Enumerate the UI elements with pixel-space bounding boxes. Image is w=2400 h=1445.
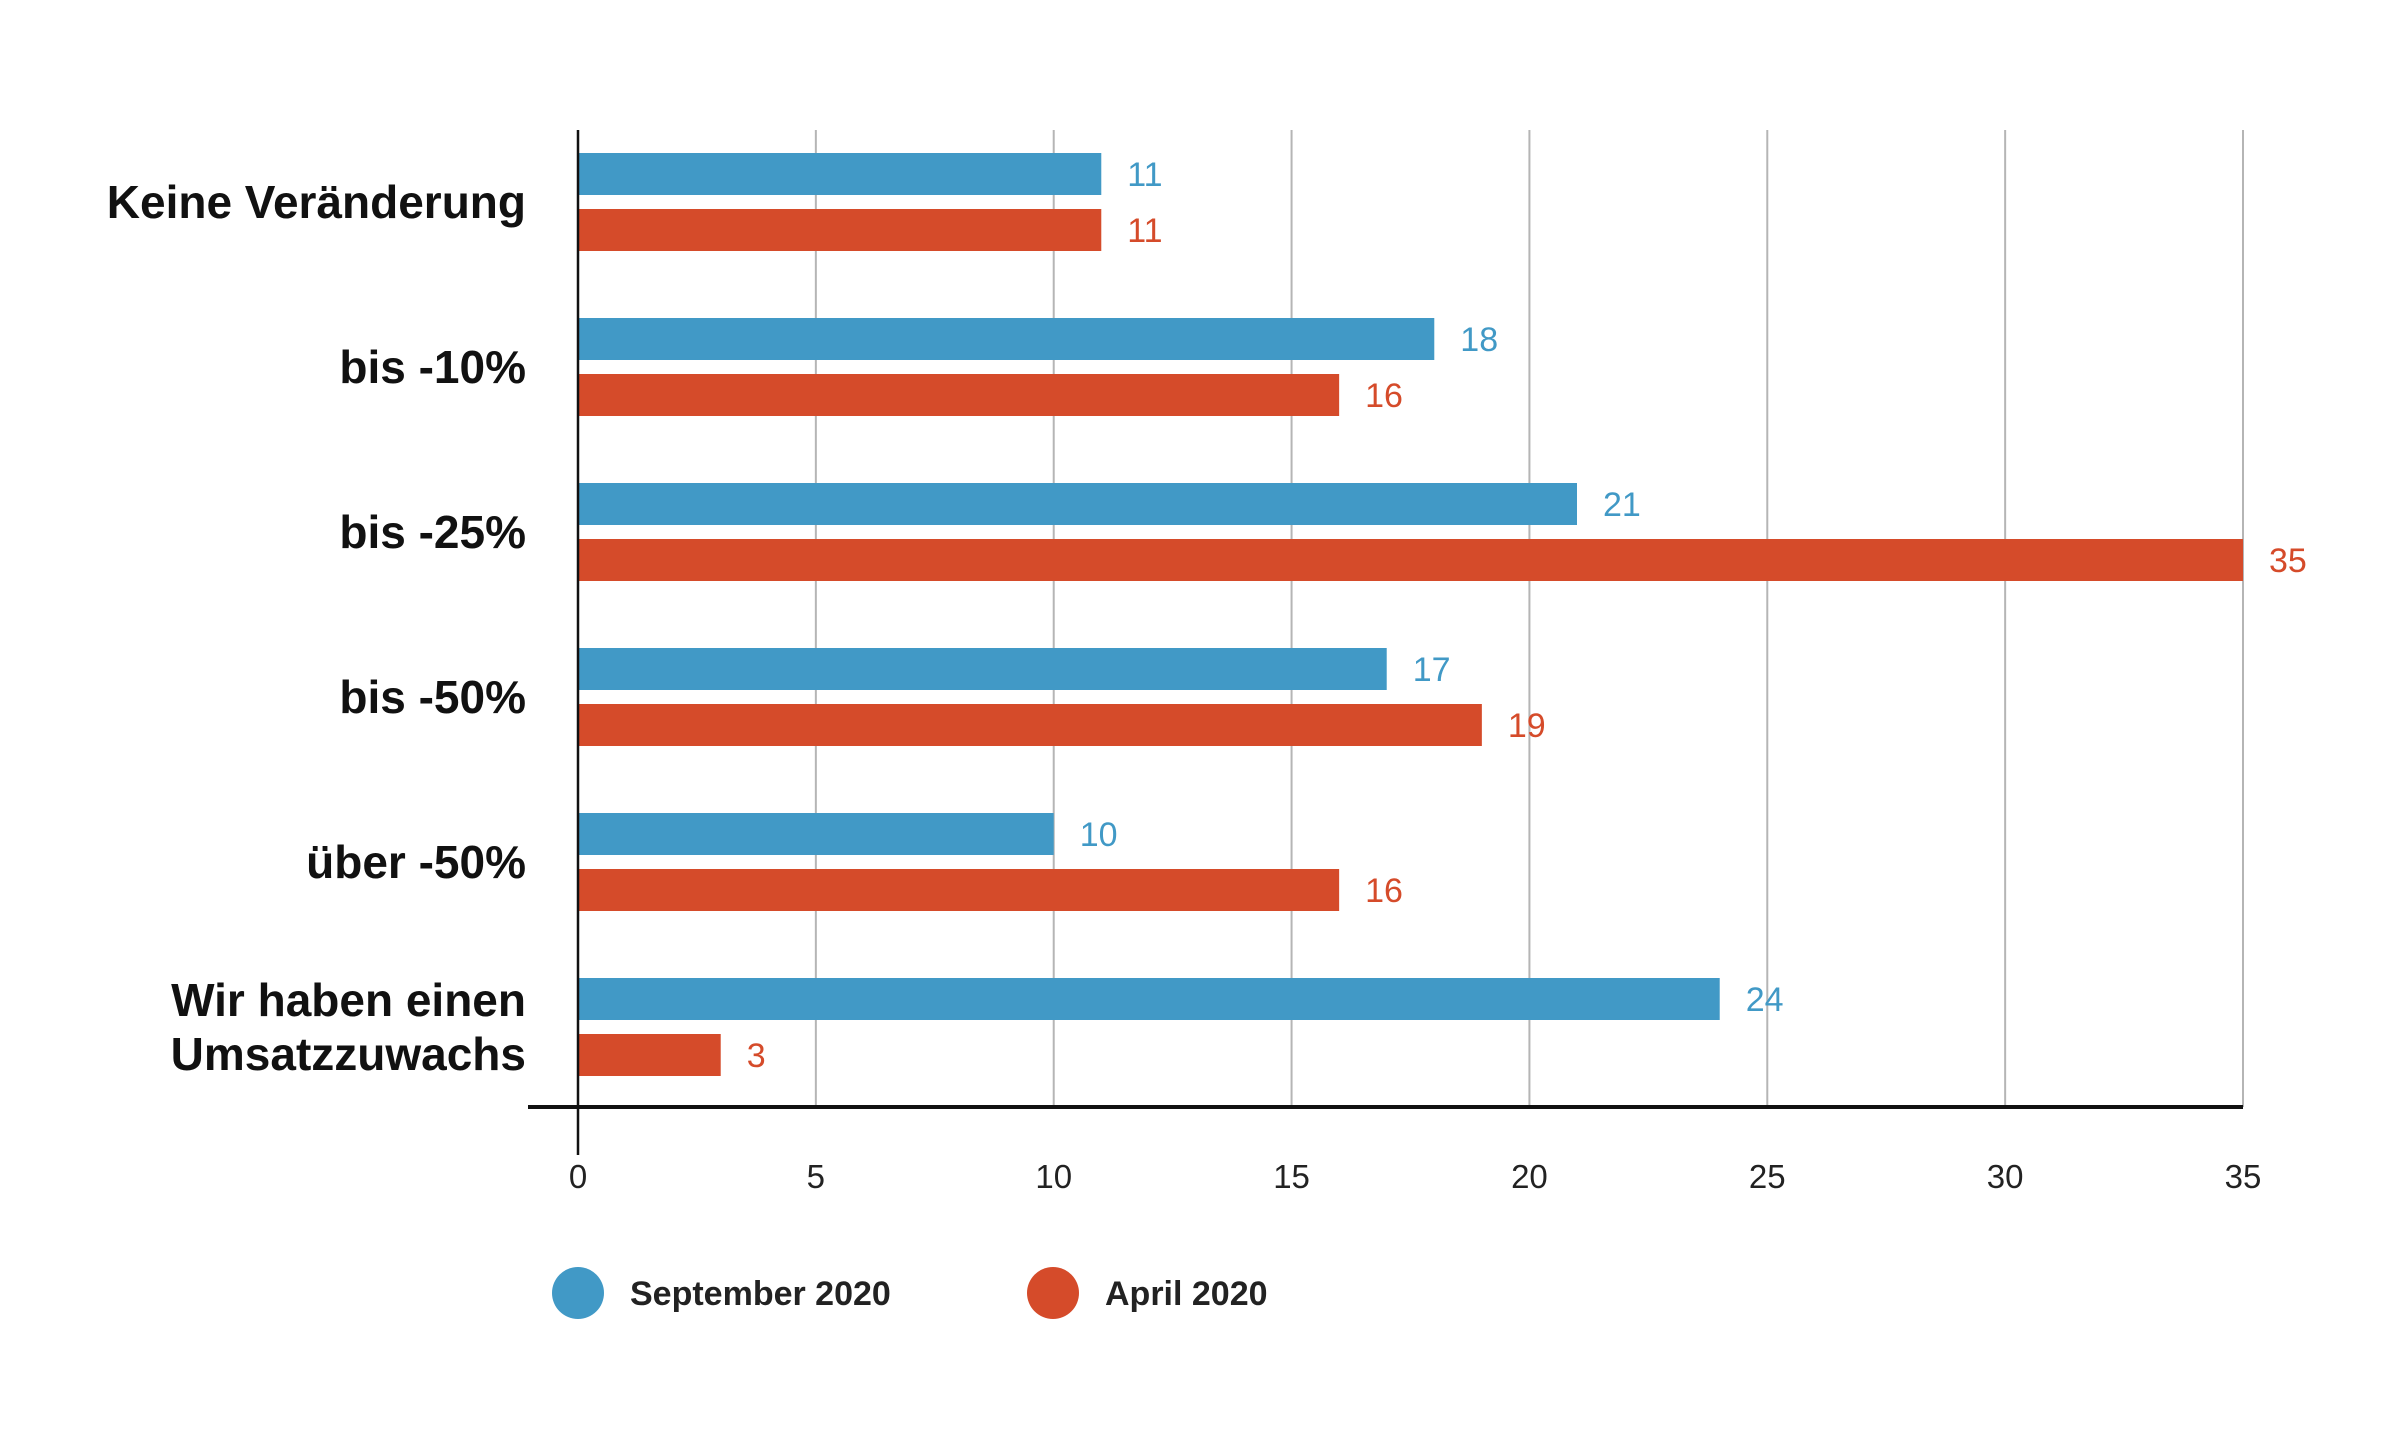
labels: 0 5 10 15 20 25 30 35 11 11 Keine Veränderung 18 16 b… <box>107 156 2307 1195</box>
data-label: 24 <box>1746 981 1784 1019</box>
category-label: Keine Veränderung <box>107 176 526 228</box>
bar <box>578 318 1435 360</box>
bar <box>578 648 1387 690</box>
category-label: bis -50% <box>339 671 526 723</box>
bar <box>578 209 1102 251</box>
bar <box>578 539 2243 581</box>
legend-swatch <box>1027 1267 1079 1319</box>
x-tick-label: 20 <box>1511 1158 1548 1195</box>
x-tick-label: 10 <box>1035 1158 1072 1195</box>
bar <box>578 483 1577 525</box>
category-label: bis -25% <box>339 506 526 558</box>
bar <box>578 869 1340 911</box>
x-tick-label: 30 <box>1987 1158 2024 1195</box>
bar <box>578 704 1482 746</box>
axes <box>528 130 2243 1155</box>
x-tick-label: 25 <box>1749 1158 1786 1195</box>
category-label: über -50% <box>306 836 526 888</box>
data-label: 35 <box>2269 542 2307 580</box>
bars <box>578 153 2243 1076</box>
data-label: 11 <box>1127 212 1162 250</box>
x-tick-label: 15 <box>1273 1158 1310 1195</box>
data-label: 3 <box>747 1037 766 1075</box>
x-tick-label: 35 <box>2225 1158 2262 1195</box>
gridlines <box>814 130 2244 1107</box>
data-label: 10 <box>1080 816 1118 854</box>
bar <box>578 813 1054 855</box>
data-label: 17 <box>1413 651 1451 689</box>
legend-label: September 2020 <box>630 1275 891 1313</box>
category-label: Wir haben einen <box>171 974 526 1026</box>
legend-swatch <box>552 1267 604 1319</box>
data-label: 11 <box>1127 156 1162 194</box>
x-tick-label: 0 <box>569 1158 587 1195</box>
x-tick-label: 5 <box>807 1158 825 1195</box>
legend: September 2020 April 2020 <box>552 1267 1268 1319</box>
data-label: 18 <box>1460 321 1498 359</box>
bar <box>578 153 1102 195</box>
bar <box>578 1034 721 1076</box>
data-label: 19 <box>1508 707 1546 745</box>
data-label: 16 <box>1365 872 1403 910</box>
data-label: 16 <box>1365 377 1403 415</box>
legend-label: April 2020 <box>1105 1275 1268 1313</box>
category-label: Umsatzzuwachs <box>171 1028 526 1080</box>
category-label: bis -10% <box>339 341 526 393</box>
data-label: 21 <box>1603 486 1641 524</box>
bar <box>578 374 1340 416</box>
bar <box>578 978 1720 1020</box>
